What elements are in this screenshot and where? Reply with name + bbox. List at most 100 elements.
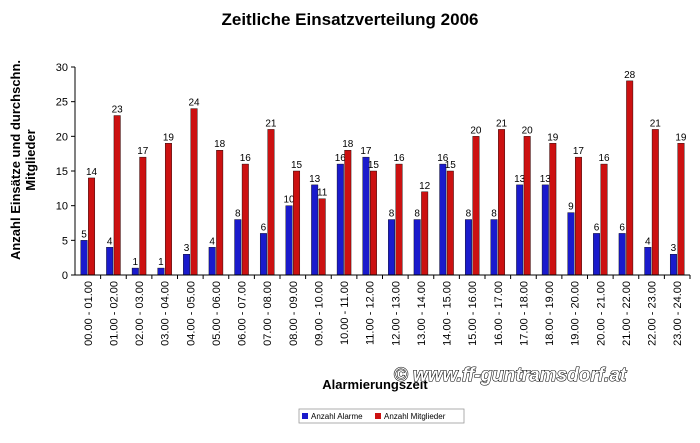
bar-mitglieder: [267, 129, 275, 276]
y-tick-label: 5: [62, 235, 68, 247]
x-tick-label: 23.00 - 24.00: [672, 281, 684, 346]
bar-alarme: [490, 219, 498, 276]
y-tick-label: 15: [56, 166, 68, 178]
data-label-mitglieder: 18: [214, 139, 226, 150]
data-label-alarme: 6: [619, 222, 625, 233]
bar-alarme: [516, 184, 524, 276]
data-label-mitglieder: 21: [650, 118, 662, 129]
data-label-alarme: 6: [261, 222, 267, 233]
x-tick-label: 11.00 - 12.00: [365, 281, 377, 345]
data-label-alarme: 9: [568, 202, 574, 213]
data-label-alarme: 1: [158, 257, 164, 268]
bar-alarme: [285, 205, 293, 276]
bar-alarme: [208, 247, 216, 276]
data-label-mitglieder: 23: [112, 105, 124, 116]
x-tick-label: 02.00 - 03.00: [134, 281, 146, 346]
y-tick-label: 10: [56, 201, 68, 213]
data-label-mitglieder: 28: [624, 70, 636, 81]
data-label-mitglieder: 19: [675, 132, 687, 143]
data-label-alarme: 6: [594, 222, 600, 233]
legend-box: [298, 408, 465, 424]
data-label-alarme: 3: [671, 243, 677, 254]
data-label-mitglieder: 20: [470, 125, 482, 136]
data-label-mitglieder: 19: [547, 132, 559, 143]
chart-title: Zeitliche Einsatzverteilung 2006: [222, 10, 479, 29]
bar-mitglieder: [600, 163, 608, 276]
bar-mitglieder: [523, 136, 531, 276]
bar-alarme: [567, 212, 575, 276]
data-label-alarme: 5: [81, 229, 87, 240]
y-axis-title-line2: Mitglieder: [23, 129, 38, 190]
bar-alarme: [106, 247, 114, 276]
y-axis-title-line1: Anzahl Einsätze und durchschn.: [8, 60, 23, 260]
bar-alarme: [336, 163, 344, 276]
bar-mitglieder: [574, 156, 582, 276]
bar-mitglieder: [549, 143, 557, 276]
x-tick-label: 05.00 - 06.00: [211, 281, 223, 346]
x-tick-label: 01.00 - 02.00: [108, 281, 120, 346]
legend-swatch-alarme: [302, 413, 308, 419]
data-label-alarme: 8: [414, 209, 420, 220]
data-label-mitglieder: 24: [189, 98, 201, 109]
y-tick-label: 30: [56, 62, 68, 74]
x-tick-label: 15.00 - 16.00: [467, 281, 479, 346]
y-tick-label: 25: [56, 97, 68, 109]
data-label-alarme: 13: [514, 174, 526, 185]
bar-alarme: [541, 184, 549, 276]
data-label-mitglieder: 21: [496, 118, 508, 129]
data-label-mitglieder: 15: [445, 160, 457, 171]
bar-mitglieder: [139, 156, 147, 276]
data-label-alarme: 16: [335, 153, 347, 164]
data-label-mitglieder: 16: [240, 153, 252, 164]
bar-alarme: [593, 233, 601, 276]
x-tick-label: 00.00 - 01.00: [83, 281, 95, 346]
bar-mitglieder: [293, 170, 301, 276]
x-tick-label: 17.00 - 18.00: [518, 281, 530, 346]
bar-mitglieder: [164, 143, 172, 276]
legend: Anzahl Alarme Anzahl Mitglieder: [298, 408, 465, 424]
data-label-alarme: 13: [540, 174, 552, 185]
x-tick-label: 20.00 - 21.00: [595, 281, 607, 346]
data-label-alarme: 10: [284, 195, 296, 206]
data-label-mitglieder: 17: [573, 146, 585, 157]
x-tick-label: 14.00 - 15.00: [442, 281, 454, 346]
x-tick-label: 10.00 - 11.00: [339, 281, 351, 345]
bar-mitglieder: [651, 129, 659, 276]
y-tick-label: 0: [62, 270, 68, 282]
data-label-mitglieder: 16: [394, 153, 406, 164]
bar-alarme: [131, 267, 139, 276]
data-label-mitglieder: 11: [317, 188, 328, 199]
legend-label-alarme: Anzahl Alarme: [311, 412, 363, 421]
bar-mitglieder: [626, 80, 634, 276]
data-label-mitglieder: 19: [163, 132, 175, 143]
data-label-alarme: 4: [645, 236, 651, 247]
bar-mitglieder: [216, 149, 224, 276]
bar-alarme: [157, 267, 165, 276]
data-label-alarme: 17: [360, 146, 372, 157]
legend-swatch-mitglieder: [375, 413, 381, 419]
bar-alarme: [259, 233, 267, 276]
data-label-alarme: 8: [389, 209, 395, 220]
bar-mitglieder: [395, 163, 403, 276]
bar-mitglieder: [241, 163, 249, 276]
x-tick-label: 09.00 - 10.00: [313, 281, 325, 346]
bar-alarme: [413, 219, 421, 276]
x-tick-label: 12.00 - 13.00: [390, 281, 402, 346]
data-label-mitglieder: 17: [137, 146, 149, 157]
x-tick-label: 19.00 - 20.00: [570, 281, 582, 346]
data-label-mitglieder: 15: [291, 160, 303, 171]
data-label-alarme: 8: [491, 209, 497, 220]
x-tick-label: 21.00 - 22.00: [621, 281, 633, 346]
bar-mitglieder: [113, 115, 121, 276]
data-label-alarme: 13: [309, 174, 321, 185]
data-label-alarme: 8: [235, 209, 241, 220]
bar-mitglieder: [498, 129, 506, 276]
bar-alarme: [618, 233, 626, 276]
x-tick-label: 22.00 - 23.00: [647, 281, 659, 346]
bar-mitglieder: [472, 136, 480, 276]
data-label-mitglieder: 16: [599, 153, 611, 164]
bar-mitglieder: [421, 191, 429, 276]
x-tick-label: 06.00 - 07.00: [237, 281, 249, 346]
data-label-mitglieder: 12: [419, 181, 431, 192]
